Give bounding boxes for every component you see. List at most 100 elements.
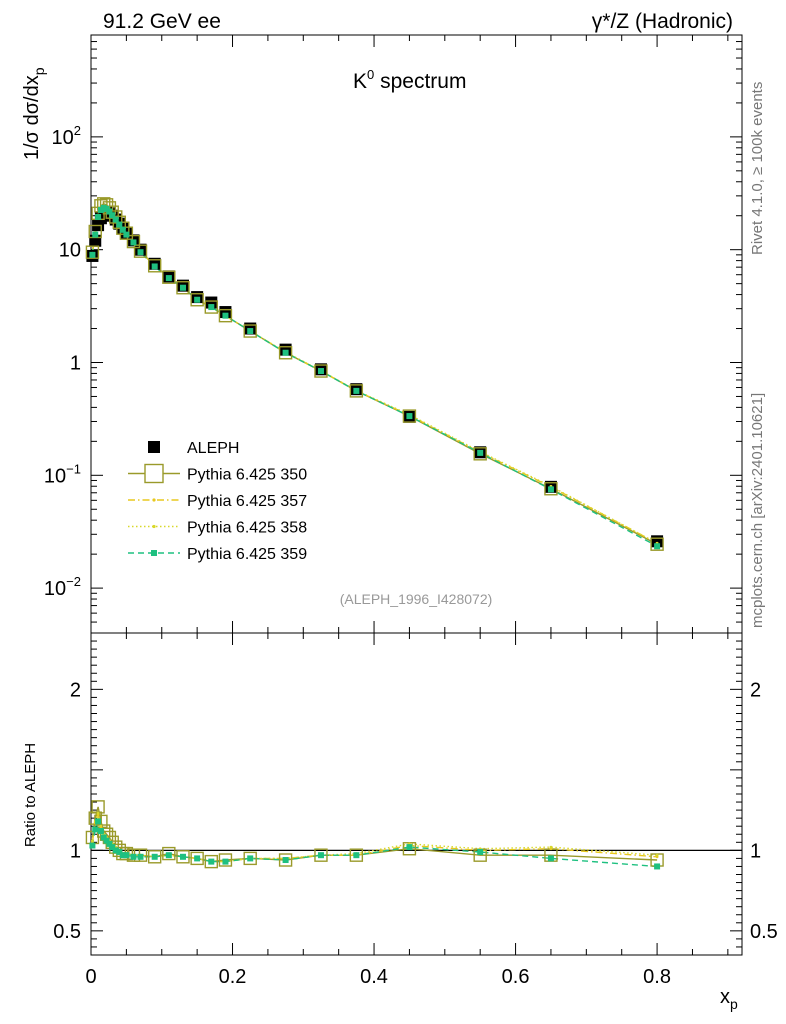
main-mc359-point <box>130 239 137 246</box>
ratio-mc359-point <box>112 847 119 854</box>
main-mc350-point <box>126 234 141 249</box>
main-y-tick-label-base: 10 <box>44 465 66 487</box>
main-y-tick-label: 10−1 <box>44 461 81 487</box>
x-ticks: 0 0.2 0.4 0.6 0.8 <box>85 35 729 988</box>
ratio-mc-point-2 <box>655 853 659 857</box>
ratio-mc350-point <box>162 846 176 861</box>
main-y-tick-label-base: 10 <box>44 578 66 600</box>
main-y-tick-label-base: 1 <box>70 352 81 374</box>
ratio-mc359-point <box>130 853 137 860</box>
ratio-mc359-point <box>353 852 360 859</box>
main-mc359-point <box>247 328 254 335</box>
x-tick-label: 0 <box>85 966 96 988</box>
main-y-axis-label: 1/σ dσ/dxp <box>21 67 47 160</box>
main-mc359-point <box>89 251 96 258</box>
ratio-mc359-point <box>92 826 99 833</box>
main-y-tick-label: 10 <box>59 240 81 262</box>
main-mc350-point <box>116 221 130 235</box>
ratio-mc359-point <box>179 853 186 860</box>
main-mc350-point <box>402 409 417 423</box>
main-mc350-point <box>176 281 190 295</box>
main-mc350-point <box>133 244 148 258</box>
main-mc359-point <box>165 275 172 282</box>
ratio-mc350-point <box>147 850 162 864</box>
main-mc359-point <box>151 263 158 270</box>
ratio-mc359-point <box>222 858 229 865</box>
legend-marker-3 <box>152 524 156 529</box>
main-mc359-point <box>106 208 113 215</box>
legend-marker-359 <box>151 550 157 556</box>
ratio-mc359-point <box>151 853 158 860</box>
ratio-mc359-point <box>89 842 96 849</box>
legend-marker-2 <box>152 498 156 502</box>
main-y-axis-label-pre: 1/σ dσ/dx <box>21 75 43 160</box>
x-tick-label: 0.4 <box>360 966 388 988</box>
ratio-y-tick-label-right: 2 <box>750 679 761 701</box>
main-title-sup: 0 <box>367 67 374 82</box>
main-y-tick-label-sup: −2 <box>66 574 81 589</box>
ratio-mc359-point <box>100 834 107 841</box>
main-mc359-point <box>95 213 102 220</box>
x-axis-label-sub: p <box>730 996 738 1012</box>
main-mc350-point <box>190 293 204 307</box>
main-mc350-point <box>243 324 257 338</box>
ratio-mc359-point <box>95 818 102 825</box>
ratio-mc359-point <box>194 855 201 862</box>
main-mc359-point <box>317 368 324 375</box>
main-mc350-point <box>278 346 293 360</box>
ratio-mc-point-2 <box>91 839 94 843</box>
ratio-y-tick-label-left: 1 <box>70 840 81 862</box>
ratio-mc350-point <box>349 848 364 862</box>
ratio-mc359-point <box>477 848 484 855</box>
main-mc350-point <box>473 447 487 461</box>
main-series-line-4 <box>91 207 658 547</box>
x-tick-label: 0.6 <box>502 966 530 988</box>
main-mc350-point <box>314 364 328 378</box>
ratio-mc350-point <box>314 848 328 862</box>
legend-label-1: Pythia 6.425 350 <box>187 467 307 484</box>
main-series-group <box>85 197 664 551</box>
main-y-axis-label-sub: p <box>31 67 47 75</box>
main-mc359-point <box>547 486 554 493</box>
main-mc359-point <box>112 216 119 223</box>
ratio-mc-point-2 <box>96 811 100 815</box>
main-mc350-point <box>650 537 664 551</box>
ratio-y-tick-label-right: 1 <box>750 840 761 862</box>
main-mc350-point <box>544 482 558 496</box>
side-mcplots-text: mcplots.cern.ch [arXiv:2401.10621] <box>749 393 766 628</box>
legend-label-0: ALEPH <box>187 440 239 457</box>
main-title: K0 spectrum <box>353 67 466 93</box>
ratio-mc350-point <box>218 853 233 867</box>
x-axis-label: xp <box>720 986 738 1012</box>
main-series-line-3 <box>91 205 658 544</box>
main-y-tick-label: 1 <box>70 352 81 374</box>
ratio-mc359-point <box>106 840 113 847</box>
main-mc359-point <box>222 312 229 319</box>
main-mc359-point <box>406 413 413 420</box>
ratio-mc359-point <box>123 852 130 859</box>
main-y-tick-label-sup: −1 <box>66 461 81 476</box>
ratio-y-tick-label-left: 2 <box>70 679 81 701</box>
ratio-mc359-point <box>97 828 104 835</box>
main-y-tick-label-base: 10 <box>52 127 74 149</box>
ratio-mc359-point <box>116 848 123 855</box>
analysis-tag: (ALEPH_1996_I428072) <box>340 591 493 607</box>
main-mc359-point <box>282 349 289 356</box>
header-left: 91.2 GeV ee <box>103 10 221 33</box>
ratio-series-group <box>85 800 664 870</box>
ratio-mc359-point <box>317 852 324 859</box>
ratio-mc359-point <box>547 855 554 862</box>
ratio-mc-point-2 <box>549 845 553 849</box>
main-mc359-point <box>477 449 484 456</box>
ratio-mc350-point <box>278 853 293 867</box>
legend-marker-aleph <box>148 441 160 453</box>
x-tick-label: 0.8 <box>643 966 671 988</box>
main-mc350-point <box>85 245 100 259</box>
legend-label-3: Pythia 6.425 358 <box>187 520 307 537</box>
main-plot-frame <box>90 34 743 634</box>
ratio-y-axis-label: Ratio to ALEPH <box>22 743 39 847</box>
main-mc359-point <box>179 284 186 291</box>
ratio-mc350-point <box>190 851 204 866</box>
